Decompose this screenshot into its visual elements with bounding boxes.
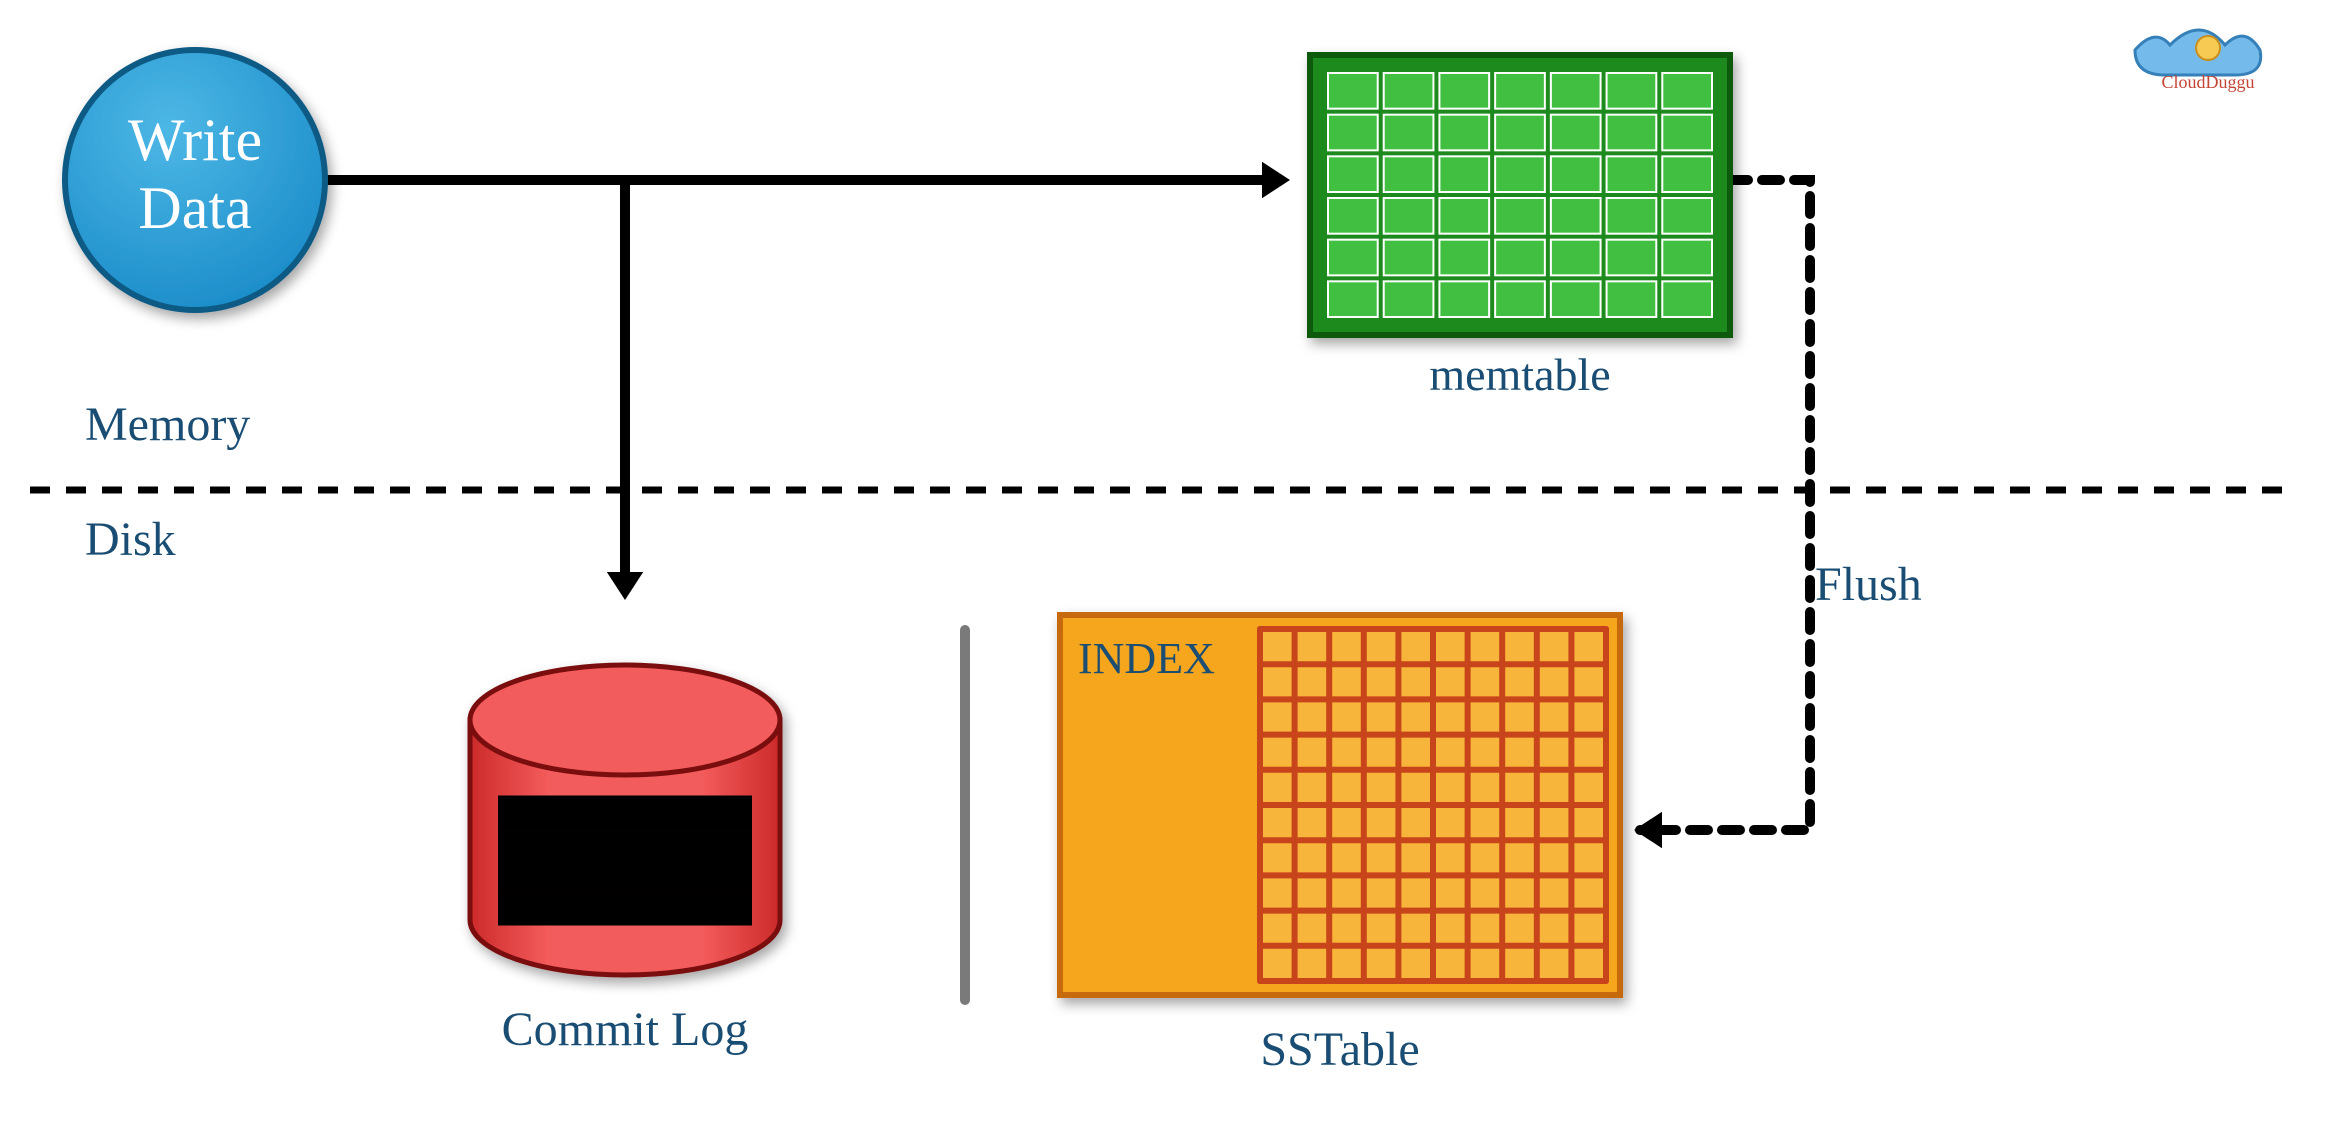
watermark-text: CloudDuggu: [2161, 72, 2254, 92]
sstable-index-label: INDEX: [1078, 634, 1215, 683]
write-data-label-1: Write: [128, 107, 262, 173]
write-data-label-2: Data: [138, 175, 251, 241]
disk-region-label: Disk: [85, 513, 176, 566]
commit-log-label: Commit Log: [502, 1003, 749, 1056]
watermark-logo: CloudDuggu: [2135, 30, 2261, 92]
sstable-node: INDEX: [1060, 615, 1620, 995]
memtable-label: memtable: [1429, 349, 1610, 400]
flush-label: Flush: [1815, 558, 1922, 611]
memtable-node: [1310, 55, 1730, 335]
sstable-label: SSTable: [1260, 1023, 1419, 1076]
commit-log-node: [470, 665, 780, 975]
write-data-node: WriteData: [65, 50, 325, 310]
memory-region-label: Memory: [85, 398, 250, 451]
